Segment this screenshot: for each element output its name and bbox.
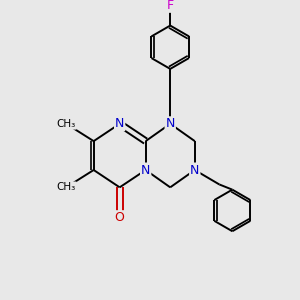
Text: CH₃: CH₃ — [57, 119, 76, 129]
Text: CH₃: CH₃ — [57, 182, 76, 192]
Text: N: N — [190, 164, 200, 176]
Text: F: F — [167, 0, 174, 12]
Text: N: N — [141, 164, 150, 176]
Text: N: N — [166, 117, 175, 130]
Text: O: O — [115, 211, 124, 224]
Text: N: N — [115, 117, 124, 130]
